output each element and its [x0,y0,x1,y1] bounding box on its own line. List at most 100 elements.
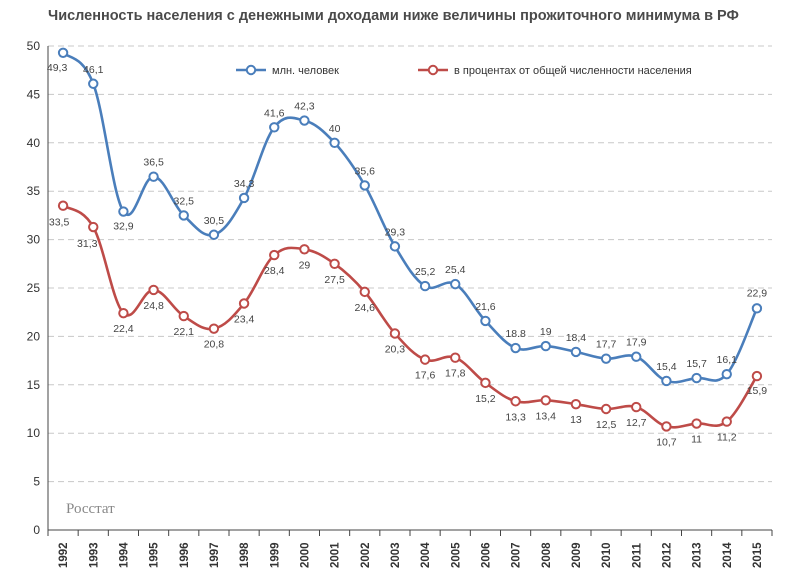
data-point [540,340,551,352]
data-label: 12,5 [596,419,617,431]
data-point [480,377,491,389]
data-point [450,278,461,290]
data-label: 18,4 [566,332,587,344]
x-tick-label: 2001 [330,542,342,568]
data-label: 20,3 [385,343,406,355]
data-point [238,298,250,309]
data-point [570,398,582,410]
x-tick-label: 1992 [58,542,70,568]
data-point [661,421,672,432]
data-label: 29,3 [385,226,406,238]
data-point [329,137,340,149]
data-label: 17,7 [596,339,617,351]
data-point [118,307,129,319]
data-point [359,286,370,298]
y-tick-label: 35 [27,184,41,198]
y-tick-label: 25 [27,281,41,295]
x-tick-label: 1999 [269,542,281,568]
x-tick-label: 2006 [480,542,492,568]
data-point [88,78,99,89]
x-tick-label: 2004 [420,542,432,568]
data-label: 13,4 [536,410,557,422]
x-tick-label: 2011 [631,542,643,568]
data-label: 19 [540,326,552,338]
data-point [600,353,612,364]
data-point [57,47,69,58]
y-tick-label: 40 [27,136,41,150]
data-label: 17,9 [626,337,647,349]
data-point [691,418,702,429]
data-point [389,241,401,252]
data-label: 29 [299,259,311,271]
data-point [631,401,642,413]
data-point [600,403,612,415]
data-point [721,416,732,427]
series-line-percent [62,204,759,429]
data-point [480,315,491,327]
data-point [148,284,159,296]
x-tick-label: 2010 [601,542,613,568]
x-tick-label: 2002 [360,542,372,568]
x-tick-label: 2007 [511,542,523,568]
data-point [419,280,431,292]
data-point [359,180,370,191]
data-label: 17,8 [445,368,466,380]
data-point [118,206,129,217]
data-label: 22,4 [113,323,134,335]
data-label: 15,4 [656,361,677,373]
data-point [299,244,310,255]
data-point [299,115,310,126]
data-label: 36,5 [143,157,164,169]
x-tick-label: 1994 [118,542,130,568]
data-point [721,368,732,380]
data-label: 22,9 [747,287,768,299]
data-label: 24,6 [355,302,376,314]
data-point [208,229,220,240]
x-tick-label: 2015 [752,542,764,568]
data-point [691,372,702,384]
data-label: 22,1 [174,326,195,338]
data-point [631,351,642,362]
data-label: 16,1 [717,354,738,366]
data-label: 34,3 [234,178,255,190]
data-label: 42,3 [294,101,315,113]
data-label: 25,4 [445,264,466,276]
chart-title: Численность населения с денежными дохода… [48,8,739,24]
data-point [269,249,280,261]
y-tick-label: 45 [27,87,41,101]
data-label: 27,5 [324,274,345,286]
x-tick-label: 1996 [179,542,191,568]
data-point [751,370,763,382]
x-tick-label: 2014 [722,542,734,568]
data-label: 32,5 [174,195,195,207]
data-point [389,328,401,339]
data-point [269,122,280,133]
data-label: 31,3 [77,238,98,250]
data-label: 15,7 [686,358,707,370]
data-point [238,192,250,204]
data-point [510,396,521,407]
legend-label: млн. человек [272,65,339,77]
data-label: 18.8 [505,328,526,340]
y-tick-label: 30 [27,233,41,247]
data-point [88,221,99,233]
data-label: 17,6 [415,370,436,382]
data-label: 11 [691,434,702,446]
series-line-millions [62,51,759,384]
data-point [419,354,431,365]
x-tick-label: 2009 [571,542,583,568]
data-label: 40 [329,123,341,135]
data-point [540,395,551,406]
data-label: 24,8 [143,300,164,312]
x-tick-label: 2005 [450,542,462,568]
data-label: 12,7 [626,417,647,429]
data-label: 32,9 [113,221,134,233]
data-label: 13 [570,414,582,426]
y-tick-label: 0 [33,523,40,537]
data-point [178,210,189,221]
data-point [751,303,763,314]
x-tick-label: 2000 [299,542,311,568]
data-point [329,258,340,269]
data-point [178,310,189,322]
